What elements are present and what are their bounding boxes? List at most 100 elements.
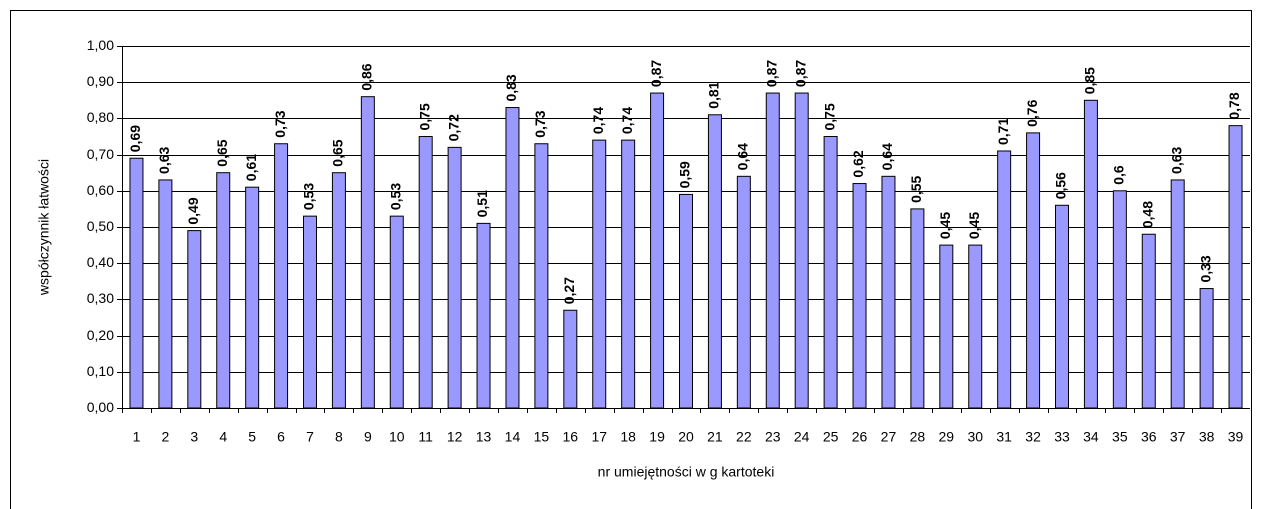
x-tick-label: 8 [335, 429, 343, 445]
data-label: 0,55 [908, 175, 924, 202]
x-tick-label: 26 [852, 429, 868, 445]
x-tick-label: 12 [447, 429, 463, 445]
x-tick-label: 30 [967, 429, 983, 445]
x-tick-label: 24 [794, 429, 810, 445]
data-label: 0,56 [1053, 172, 1069, 199]
y-tick-label: 0,30 [87, 290, 114, 306]
data-label: 0,49 [185, 197, 201, 224]
bar [476, 222, 491, 409]
x-tick-label: 1 [133, 429, 141, 445]
bar [447, 146, 462, 409]
bar [765, 92, 780, 409]
x-tick-label: 37 [1170, 429, 1186, 445]
bar [418, 136, 433, 409]
data-label: 0,87 [763, 60, 779, 87]
bar [823, 136, 838, 409]
x-tick-label: 6 [277, 429, 285, 445]
data-label: 0,81 [706, 81, 722, 108]
x-tick-label: 3 [190, 429, 198, 445]
bar [245, 186, 260, 409]
data-label: 0,78 [1226, 92, 1242, 119]
x-tick-label: 2 [161, 429, 169, 445]
data-label: 0,72 [445, 114, 461, 141]
bar [1199, 288, 1214, 409]
x-tick-label: 4 [219, 429, 227, 445]
bar [679, 193, 693, 409]
bar [1112, 190, 1127, 409]
data-label: 0,74 [619, 107, 635, 134]
data-label: 0,76 [1024, 99, 1040, 126]
data-label: 0,71 [995, 118, 1011, 145]
x-axis-title: nr umiejętności w g kartoteki [598, 464, 775, 480]
x-tick-label: 5 [248, 429, 256, 445]
data-label: 0,53 [387, 183, 403, 210]
data-label: 0,87 [792, 60, 808, 87]
bar [534, 143, 549, 409]
x-tick-label: 16 [563, 429, 579, 445]
data-label: 0,63 [1168, 146, 1184, 173]
data-label: 0,73 [532, 110, 548, 137]
data-label: 0,53 [301, 183, 317, 210]
y-tick-label: 0,60 [87, 182, 114, 198]
y-tick-label: 0,00 [87, 399, 114, 415]
bar [389, 215, 404, 409]
x-tick-label: 31 [996, 429, 1012, 445]
bar [360, 96, 375, 409]
x-tick-label: 11 [418, 429, 433, 445]
y-tick-label: 0,20 [87, 327, 114, 343]
bar [1055, 204, 1069, 409]
bar [158, 179, 173, 409]
data-label: 0,48 [1139, 201, 1155, 228]
x-tick-label: 36 [1141, 429, 1157, 445]
data-label: 0,87 [648, 60, 664, 87]
bar [939, 244, 954, 409]
bar [650, 92, 665, 409]
bar [997, 150, 1012, 409]
x-tick-label: 18 [620, 429, 636, 445]
x-tick-label: 20 [678, 429, 694, 445]
x-tick-label: 14 [505, 429, 521, 445]
x-tick-label: 7 [306, 429, 314, 445]
x-tick-label: 34 [1083, 429, 1099, 445]
data-label: 0,64 [879, 143, 895, 170]
x-tick-label: 25 [823, 429, 839, 445]
x-tick-label: 28 [910, 429, 926, 445]
x-tick-label: 21 [707, 429, 723, 445]
y-tick-label: 0,50 [87, 218, 114, 234]
bar [187, 230, 202, 409]
bar [505, 107, 520, 409]
x-tick-label: 38 [1199, 429, 1215, 445]
data-label: 0,45 [966, 212, 982, 239]
data-label: 0,85 [1082, 67, 1098, 94]
data-label: 0,51 [474, 190, 490, 217]
bar [1026, 132, 1041, 409]
bar [736, 175, 751, 409]
y-tick-label: 0,40 [87, 254, 114, 270]
y-tick-label: 1,00 [87, 37, 114, 53]
y-axis-title: współczynnik łatwości [36, 159, 52, 296]
data-label: 0,59 [677, 161, 693, 188]
data-label: 0,65 [214, 139, 230, 166]
bar [852, 183, 867, 409]
chart-frame [10, 10, 1252, 509]
data-label: 0,65 [330, 139, 346, 166]
bar [621, 139, 636, 409]
bar [910, 208, 925, 409]
data-label: 0,86 [359, 63, 375, 90]
data-label: 0,33 [1197, 255, 1213, 282]
data-label: 0,64 [735, 143, 751, 170]
data-label: 0,75 [821, 103, 837, 130]
bar [303, 215, 317, 409]
y-tick-label: 0,80 [87, 109, 114, 125]
x-tick-label: 39 [1228, 429, 1244, 445]
bar [216, 172, 231, 409]
bar [563, 309, 578, 409]
x-tick-label: 33 [1054, 429, 1070, 445]
y-tick-label: 0,90 [87, 73, 114, 89]
x-tick-label: 17 [591, 429, 607, 445]
x-tick-label: 22 [736, 429, 752, 445]
data-label: 0,6 [1111, 165, 1127, 185]
x-tick-label: 15 [534, 429, 550, 445]
bar [968, 244, 983, 409]
